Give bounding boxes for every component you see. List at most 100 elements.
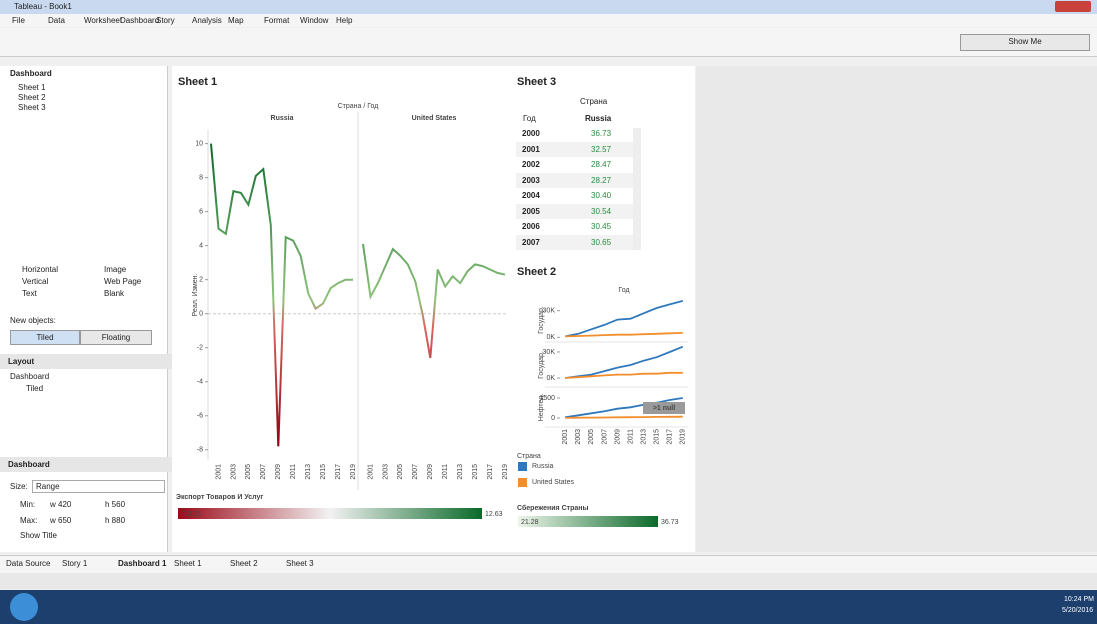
row-header: Год	[523, 114, 536, 123]
min-width[interactable]: w 420	[50, 500, 72, 509]
y-tick-label: 0	[551, 415, 555, 422]
line-series	[565, 345, 684, 379]
column-header: Страна / Год	[338, 103, 379, 110]
x-tick-label: 2011	[627, 429, 634, 444]
x-tick-label: 2003	[575, 429, 582, 445]
panel-label: Государ.	[538, 351, 545, 379]
toolbar: Show Me	[0, 28, 1097, 57]
legend-swatch	[518, 478, 527, 487]
left-panel: Dashboard Sheet 1 Sheet 2 Sheet 3 Horizo…	[0, 66, 175, 552]
y-tick-label: 0K	[546, 375, 555, 382]
menu-item[interactable]: Dashboard	[120, 16, 160, 25]
sheet-item[interactable]: Sheet 2	[18, 93, 46, 102]
menu-item[interactable]: Window	[300, 16, 329, 25]
table-row: 2006 30.45	[516, 219, 634, 234]
tiled-button[interactable]: Tiled	[10, 330, 80, 345]
x-tick-label: 2003	[382, 464, 389, 480]
new-objects-label: New objects:	[10, 316, 56, 325]
y-tick-label: 1500	[539, 395, 555, 402]
table-row: 2002 28.47	[516, 157, 634, 172]
taskbar: 10:24 PM 5/20/2016	[0, 590, 1097, 624]
y-tick-label: -8	[197, 447, 203, 454]
object-item[interactable]: Blank	[104, 289, 125, 298]
sheet-tab[interactable]: Data Source	[6, 559, 51, 568]
max-width[interactable]: w 650	[50, 516, 72, 525]
show-me-button[interactable]: Show Me	[960, 34, 1090, 51]
sheet-title: Sheet 3	[517, 76, 557, 88]
y-tick-label: 30K	[543, 349, 556, 356]
panel-label: Государ.	[538, 306, 545, 334]
x-tick-label: 2019	[502, 464, 509, 480]
menu-item[interactable]: Analysis	[192, 16, 222, 25]
object-item[interactable]: Vertical	[22, 277, 49, 286]
null-indicator	[643, 402, 685, 414]
show-title-checkbox[interactable]: Show Title	[20, 531, 57, 540]
sheet-tab[interactable]: Dashboard 1	[118, 559, 167, 568]
y-tick-label: 2	[199, 277, 203, 284]
close-button[interactable]	[1055, 1, 1091, 12]
x-tick-label: 2011	[290, 464, 297, 479]
table-row: 2000 36.73	[516, 126, 634, 141]
y-tick-label: 0K	[546, 334, 555, 341]
x-tick-label: 2011	[442, 464, 449, 479]
sheet-title: Sheet 1	[178, 76, 218, 88]
menu-item[interactable]: Format	[264, 16, 290, 25]
legend-min: -12.75	[181, 511, 201, 518]
panel-label: Нефтед.	[538, 394, 545, 422]
legend-min: 21.28	[521, 519, 539, 526]
x-tick-label: 2019	[350, 464, 357, 480]
table-row: 2005 30.54	[516, 203, 634, 219]
min-height[interactable]: h 560	[105, 500, 126, 509]
object-item[interactable]: Text	[22, 289, 37, 298]
table-row: 2004 30.40	[516, 188, 634, 203]
legend-swatch	[518, 462, 527, 471]
color-ramp	[178, 508, 482, 519]
x-tick-label: 2005	[588, 429, 595, 445]
menu-item[interactable]: Map	[228, 16, 244, 25]
line-series	[565, 397, 683, 419]
max-label: Max:	[20, 516, 38, 525]
size-dropdown[interactable]: Range	[32, 480, 165, 493]
null-note: >1 null	[653, 405, 675, 412]
menu-item[interactable]: Story	[156, 16, 175, 25]
line-series	[210, 143, 353, 447]
y-tick-label: -6	[197, 413, 203, 420]
max-height[interactable]: h 880	[105, 516, 126, 525]
sheet-item[interactable]: Sheet 1	[18, 83, 46, 92]
object-item[interactable]: Image	[104, 265, 127, 274]
sheet-tab[interactable]: Sheet 2	[230, 559, 258, 568]
object-item[interactable]: Web Page	[104, 277, 142, 286]
start-button[interactable]	[10, 593, 38, 621]
panel-header: United States	[412, 115, 457, 122]
object-item[interactable]: Horizontal	[22, 265, 59, 274]
x-tick-label: 2003	[230, 464, 237, 480]
menu-item[interactable]: Help	[336, 16, 353, 25]
menu-item[interactable]: File	[12, 16, 25, 25]
value-cell: 28.27	[591, 175, 612, 185]
x-tick-label: 2001	[367, 464, 374, 480]
year-cell: 2000	[522, 129, 540, 138]
legend-label: Russia	[532, 463, 554, 470]
scrollbar[interactable]	[633, 128, 641, 250]
table-row: 2007 30.65	[516, 234, 634, 250]
x-tick-label: 2009	[427, 464, 434, 480]
x-tick-label: 2009	[275, 464, 282, 480]
sheet-tab[interactable]: Sheet 1	[174, 559, 202, 568]
menu-item[interactable]: Data	[48, 16, 65, 25]
y-tick-label: -4	[197, 379, 203, 386]
x-tick-label: 2013	[305, 464, 312, 480]
y-tick-label: -2	[197, 345, 203, 352]
sheet-tab[interactable]: Story 1	[62, 559, 88, 568]
layout-item: Dashboard	[10, 372, 50, 381]
floating-button[interactable]: Floating	[80, 330, 152, 345]
y-tick-label: 10	[195, 140, 203, 147]
data-table: 2000 36.73 2001 32.57 2002 28.47 2003 28.27 2004…	[516, 126, 646, 256]
layout-item[interactable]: Tiled	[26, 384, 44, 393]
year-cell: 2007	[522, 237, 540, 247]
sheet-item[interactable]: Sheet 3	[18, 103, 46, 112]
year-cell: 2005	[522, 206, 540, 216]
menu-item[interactable]: Worksheet	[84, 16, 123, 25]
sheet-tab[interactable]: Sheet 3	[286, 559, 314, 568]
title-bar: Tableau - Book1	[0, 0, 1097, 14]
line-series	[565, 415, 683, 419]
